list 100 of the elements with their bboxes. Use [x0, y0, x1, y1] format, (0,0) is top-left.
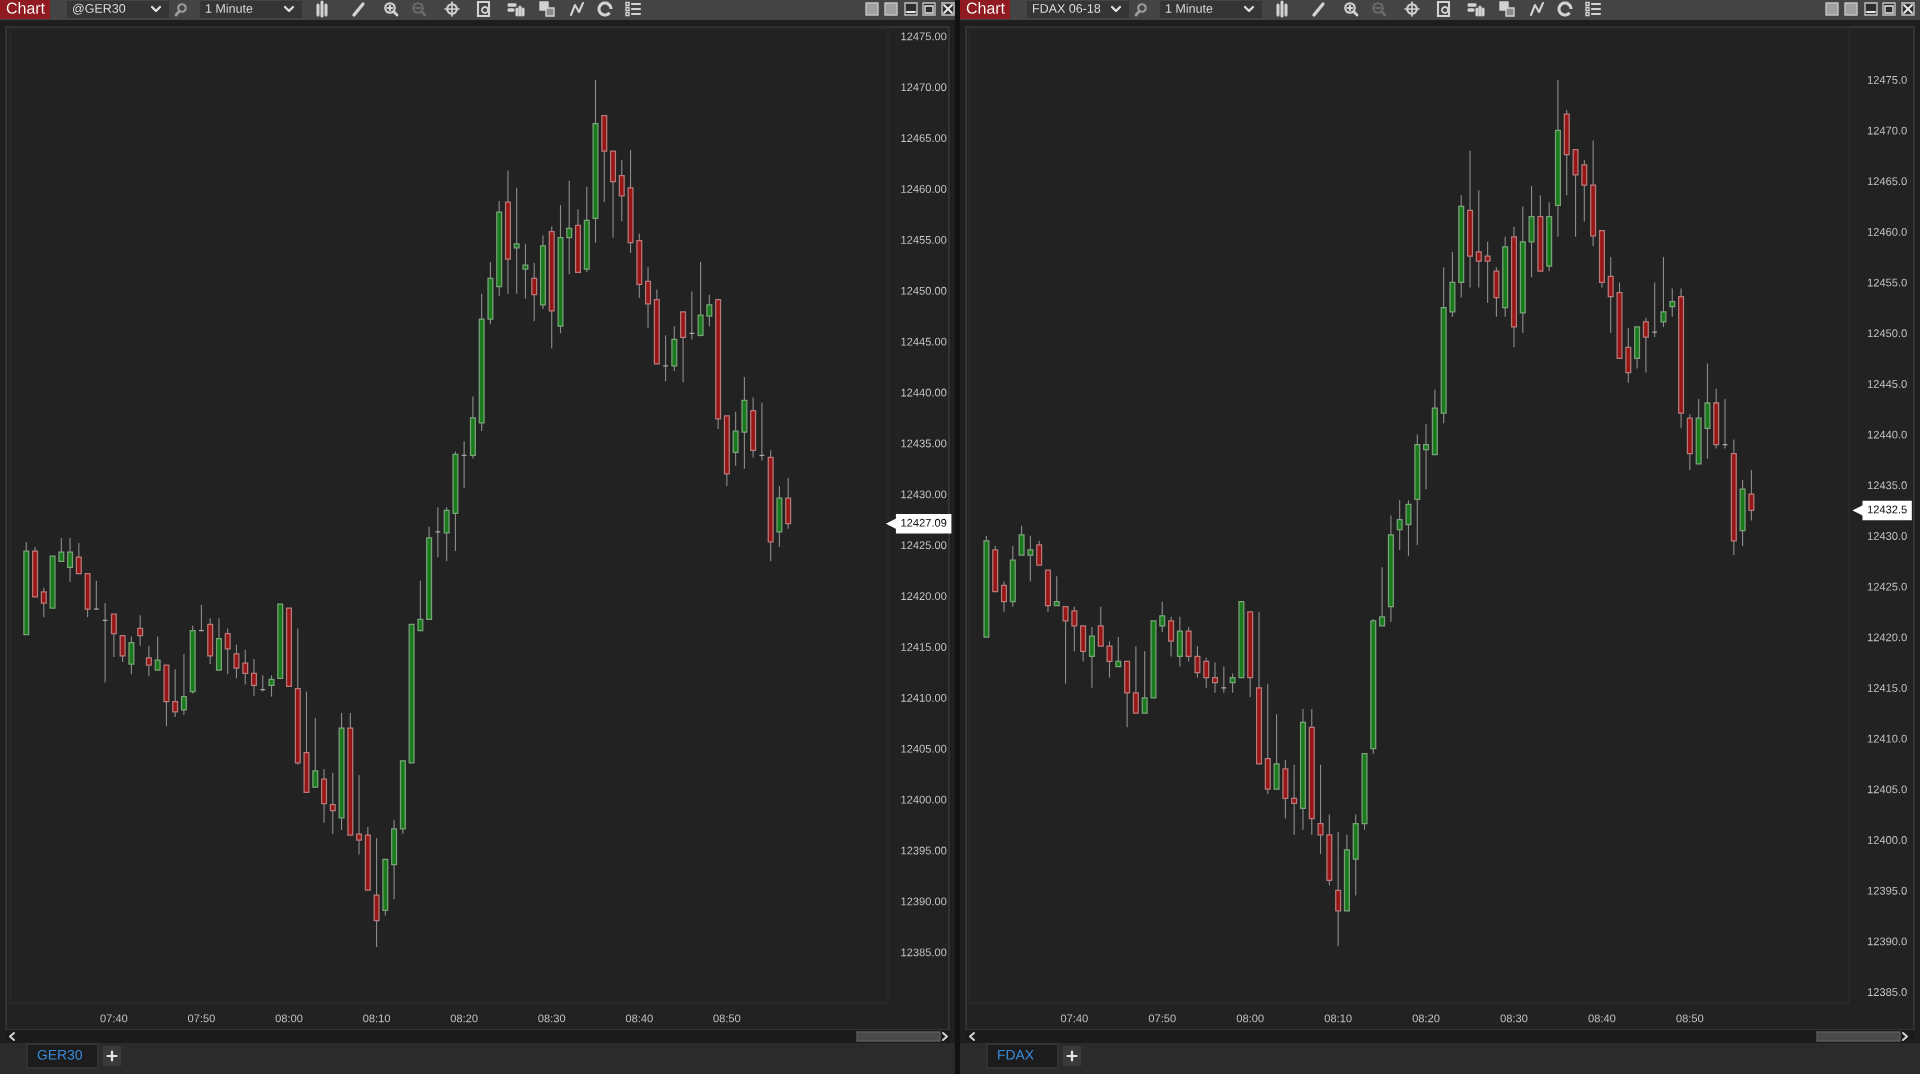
candlestick: [172, 668, 179, 718]
candlestick: [1203, 656, 1210, 689]
y-tick-label: 12390.0: [1867, 937, 1907, 946]
candlestick: [250, 658, 257, 697]
candlestick: [1607, 256, 1614, 334]
y-tick-label: 12470.00: [901, 83, 947, 92]
candlestick: [58, 537, 65, 562]
candlestick: [312, 717, 319, 788]
y-tick-label: 12450.00: [901, 286, 947, 295]
candlestick: [706, 294, 713, 327]
text: Chart: [6, 2, 45, 14]
candlestick: [1115, 636, 1122, 668]
candlestick: [128, 636, 135, 675]
y-tick-label: 12470.0: [1867, 126, 1907, 135]
x-tick-label: 08:00: [1236, 1014, 1264, 1023]
candlestick: [1475, 189, 1482, 289]
candlestick: [522, 243, 529, 300]
candlestick: [329, 772, 336, 835]
y-tick-label: 12410.0: [1867, 734, 1907, 743]
y-tick-label: 12440.0: [1867, 430, 1907, 439]
text: Chart: [966, 2, 1005, 14]
candlestick: [513, 187, 520, 295]
y-tick-label: 12475.0: [1867, 75, 1907, 84]
x-tick-label: 07:50: [1148, 1014, 1176, 1023]
candlestick: [1317, 764, 1324, 855]
y-tick-label: 12390.00: [901, 897, 947, 906]
x-tick-label: 08:30: [1500, 1014, 1528, 1023]
candlestick: [233, 644, 240, 679]
candlestick: [443, 506, 450, 562]
candlestick: [1168, 616, 1175, 657]
chart-subtitle: 1 Minute: [205, 3, 253, 13]
x-tick-label: 08:50: [713, 1014, 741, 1023]
candlestick: [1106, 640, 1113, 679]
y-tick-label: 12435.00: [901, 439, 947, 448]
y-tick-label: 12465.0: [1867, 177, 1907, 186]
y-tick-label: 12455.00: [901, 235, 947, 244]
x-tick-label: 08:40: [1588, 1014, 1616, 1023]
candlestick: [1194, 645, 1201, 679]
x-tick-label: 08:40: [625, 1014, 653, 1023]
candlestick: [1229, 673, 1236, 694]
candlestick: [1291, 764, 1298, 836]
candlestick: [1036, 540, 1043, 566]
candlestick: [119, 634, 126, 663]
y-tick-label: 12430.0: [1867, 532, 1907, 540]
candlestick: [1379, 566, 1386, 627]
candlestick: [1071, 606, 1078, 652]
candlestick: [110, 613, 117, 658]
y-tick-label: 12460.0: [1867, 227, 1907, 236]
y-tick-label: 12445.00: [901, 337, 947, 346]
y-tick-label: 12455.0: [1867, 278, 1907, 287]
candlestick: [1581, 159, 1588, 223]
x-tick-label: 08:30: [538, 1014, 566, 1023]
y-tick-label: 12385.00: [901, 948, 947, 957]
y-tick-label: 12395.00: [901, 846, 947, 855]
candlestick: [1053, 575, 1060, 607]
candlestick: [1335, 831, 1342, 947]
candlestick: [566, 180, 573, 275]
candlestick: [145, 645, 152, 677]
y-tick-label: 12440.00: [901, 388, 947, 397]
y-tick-label: 12405.0: [1867, 785, 1907, 794]
x-tick-label: 08:10: [1324, 1014, 1352, 1023]
candlestick: [1660, 256, 1667, 328]
candlestick: [1405, 499, 1412, 557]
candlestick: [1211, 661, 1219, 694]
candlestick: [697, 261, 704, 337]
candlestick: [1027, 535, 1034, 582]
candlestick: [1141, 650, 1148, 714]
candlestick: [1748, 469, 1755, 522]
candlestick: [1018, 525, 1025, 556]
candlestick: [1159, 601, 1166, 633]
y-tick-label: 12415.00: [901, 643, 947, 651]
text: FDAX: [998, 1050, 1034, 1060]
candlestick: [224, 627, 231, 675]
y-tick-label: 12435.0: [1867, 481, 1907, 490]
x-tick-label: 08:00: [275, 1014, 303, 1023]
x-tick-label: 08:20: [1412, 1014, 1440, 1023]
x-tick-label: 07:40: [100, 1014, 128, 1023]
candlestick: [242, 649, 249, 686]
candlestick: [137, 614, 144, 647]
candlestick: [417, 580, 424, 632]
candlestick: [1000, 580, 1008, 613]
y-tick-label: 12450.0: [1867, 329, 1907, 338]
candlestick: [1484, 241, 1491, 304]
candlestick: [1642, 317, 1649, 374]
candlestick: [1088, 626, 1095, 689]
chart-title: @GER30: [72, 3, 126, 15]
candlestick: [732, 411, 739, 467]
chart-subtitle: 1 Minute: [1165, 3, 1213, 13]
y-tick-label: 12430.00: [901, 490, 947, 499]
y-tick-label: 12420.0: [1867, 633, 1907, 642]
y-tick-label: 12420.00: [901, 592, 947, 601]
y-tick-label: 12415.0: [1867, 684, 1907, 692]
candlestick: [180, 653, 187, 716]
y-tick-label: 12405.00: [901, 744, 947, 753]
chart-title: FDAX 06-18: [1033, 4, 1101, 13]
x-tick-label: 08:10: [363, 1014, 391, 1023]
candlestick: [67, 537, 74, 583]
candlestick: [75, 542, 82, 575]
y-tick-label: 12400.0: [1867, 836, 1907, 844]
candlestick: [1132, 645, 1139, 714]
